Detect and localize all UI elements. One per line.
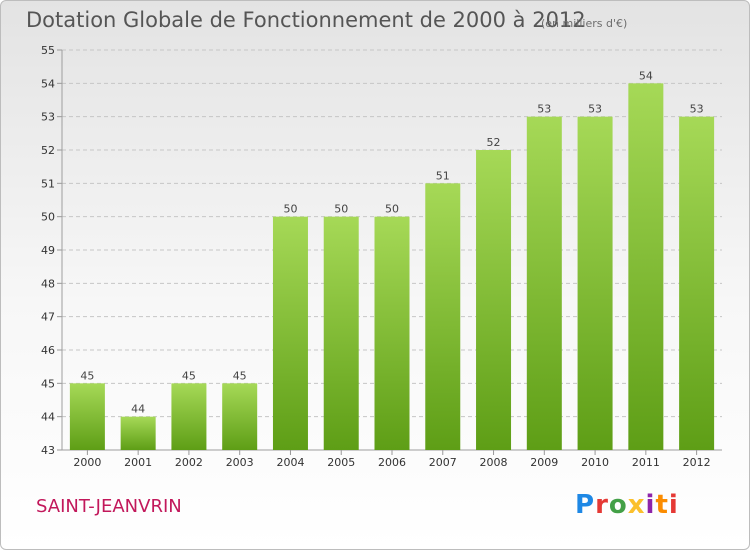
bar-2001 — [120, 416, 156, 450]
y-tick-label: 44 — [41, 411, 55, 424]
logo-letter: r — [595, 490, 609, 520]
data-label-2001: 44 — [131, 403, 145, 416]
bars — [69, 83, 715, 451]
data-label-2006: 50 — [385, 203, 399, 216]
y-tick-label: 46 — [41, 344, 55, 357]
bar-2005 — [323, 216, 359, 450]
x-tick-label-2001: 2001 — [124, 456, 152, 469]
y-tick-label: 48 — [41, 277, 55, 290]
logo-letter: P — [575, 490, 596, 520]
y-tick-label: 52 — [41, 144, 55, 157]
bar-2009 — [526, 116, 562, 451]
bar-2011 — [628, 83, 664, 450]
data-label-2002: 45 — [182, 369, 196, 382]
data-label-2011: 54 — [639, 69, 653, 82]
data-label-2003: 45 — [233, 369, 247, 382]
proxiti-logo: Proxiti — [575, 490, 679, 520]
bar-2006 — [374, 216, 410, 450]
bar-2002 — [171, 383, 207, 450]
data-labels: 45 44 45 45 50 50 50 51 52 53 53 54 53 — [80, 69, 703, 415]
logo-letter: i — [668, 490, 679, 520]
bar-2012 — [679, 116, 715, 451]
data-label-2012: 53 — [690, 103, 704, 116]
data-label-2009: 53 — [537, 103, 551, 116]
y-tick-label: 51 — [41, 177, 55, 190]
data-label-2010: 53 — [588, 103, 602, 116]
y-tick-label: 55 — [41, 44, 55, 57]
logo-letter: i — [645, 490, 656, 520]
x-tick-label-2000: 2000 — [73, 456, 101, 469]
bar-2010 — [577, 116, 613, 451]
y-tick-label: 50 — [41, 211, 55, 224]
bar-2003 — [222, 383, 258, 450]
data-label-2007: 51 — [436, 169, 450, 182]
bar-2007 — [425, 183, 461, 451]
y-tick-label: 49 — [41, 244, 55, 257]
logo-letter: o — [608, 490, 628, 520]
x-tick-label-2009: 2009 — [530, 456, 558, 469]
bar-2008 — [476, 150, 512, 450]
x-tick-label-2010: 2010 — [581, 456, 609, 469]
data-label-2004: 50 — [283, 203, 297, 216]
x-tick-label-2004: 2004 — [276, 456, 304, 469]
x-tick-label-2012: 2012 — [683, 456, 711, 469]
logo-letter: x — [627, 490, 646, 520]
x-tick-label-2003: 2003 — [226, 456, 254, 469]
x-tick-label-2006: 2006 — [378, 456, 406, 469]
data-label-2008: 52 — [487, 136, 501, 149]
data-label-2000: 45 — [80, 369, 94, 382]
bar-2004 — [272, 216, 308, 450]
y-tick-label: 54 — [41, 77, 55, 90]
x-tick-label-2008: 2008 — [480, 456, 508, 469]
data-label-2005: 50 — [334, 203, 348, 216]
chart-title: Dotation Globale de Fonctionnement de 20… — [26, 8, 586, 32]
x-tick-label-2011: 2011 — [632, 456, 660, 469]
y-tick-label: 43 — [41, 444, 55, 457]
y-tick-label: 45 — [41, 377, 55, 390]
bar-2000 — [69, 383, 105, 450]
y-tick-label: 53 — [41, 111, 55, 124]
logo-letter: t — [655, 490, 669, 520]
x-tick-label-2007: 2007 — [429, 456, 457, 469]
x-tick-label-2005: 2005 — [327, 456, 355, 469]
chart-subtitle: (en milliers d'€) — [541, 17, 628, 30]
x-tick-label-2002: 2002 — [175, 456, 203, 469]
y-tick-label: 47 — [41, 311, 55, 324]
commune-name: SAINT-JEANVRIN — [36, 496, 182, 517]
